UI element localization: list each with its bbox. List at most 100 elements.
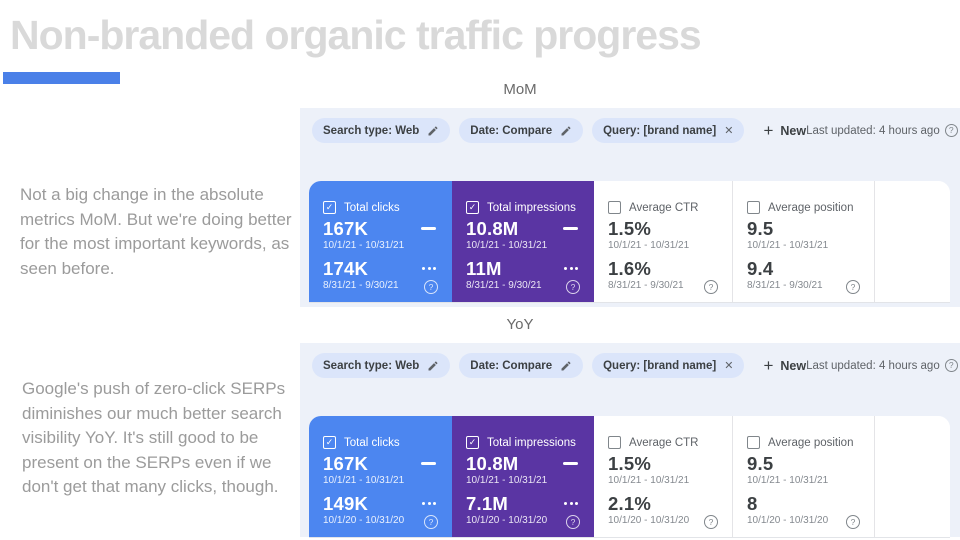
- current-range: 10/1/21 - 10/31/21: [466, 475, 548, 486]
- cards-filler: [875, 181, 950, 302]
- close-icon[interactable]: ✕: [724, 360, 734, 372]
- note-mom: Not a big change in the absolute metrics…: [20, 185, 292, 278]
- new-label: New: [780, 358, 807, 373]
- previous-range: 10/1/20 - 10/31/20: [466, 515, 548, 526]
- metric-card-total-clicks[interactable]: ✓ Total clicks 167K 10/1/21 - 10/31/21 1…: [309, 181, 452, 302]
- section-label-yoy: YoY: [506, 316, 534, 333]
- metric-card-average-ctr[interactable]: Average CTR 1.5% 10/1/21 - 10/31/21 1.6%…: [594, 181, 733, 302]
- previous-value: 2.1%: [608, 493, 651, 514]
- metric-card-average-position[interactable]: Average position 9.5 10/1/21 - 10/31/21 …: [733, 181, 875, 302]
- section-label-mom: MoM: [503, 81, 537, 98]
- filter-bar: Search type: Web Date: Compare Query: [b…: [312, 118, 958, 143]
- plus-icon: +: [763, 356, 774, 375]
- previous-range: 10/1/20 - 10/31/20: [323, 515, 405, 526]
- current-range: 10/1/21 - 10/31/21: [608, 475, 690, 486]
- filter-chip-query[interactable]: Query: [brand name] ✕: [592, 353, 745, 378]
- metric-card-average-position[interactable]: Average position 9.5 10/1/21 - 10/31/21 …: [733, 416, 875, 537]
- filter-chip-search-type[interactable]: Search type: Web: [312, 118, 451, 143]
- card-title: Average CTR: [629, 201, 699, 214]
- chip-label: Query: [brand name]: [603, 359, 717, 372]
- checkbox-unchecked-icon[interactable]: [747, 201, 760, 214]
- card-title: Average position: [768, 201, 854, 214]
- solid-line-legend-icon: [421, 462, 436, 465]
- help-icon[interactable]: ?: [846, 280, 860, 294]
- current-value: 167K: [323, 218, 369, 239]
- previous-range: 8/31/21 - 9/30/21: [747, 280, 823, 291]
- current-value: 1.5%: [608, 453, 651, 474]
- current-value: 10.8M: [466, 218, 519, 239]
- previous-range: 10/1/20 - 10/31/20: [608, 515, 690, 526]
- cards-filler: [875, 416, 950, 537]
- checkbox-unchecked-icon[interactable]: [608, 436, 621, 449]
- plus-icon: +: [763, 121, 774, 140]
- filter-chip-date[interactable]: Date: Compare: [459, 353, 584, 378]
- checkbox-unchecked-icon[interactable]: [747, 436, 760, 449]
- dotted-line-legend-icon: [564, 267, 578, 270]
- help-icon[interactable]: ?: [704, 515, 718, 529]
- filter-chip-date[interactable]: Date: Compare: [459, 118, 584, 143]
- filter-bar: Search type: Web Date: Compare Query: [b…: [312, 353, 958, 378]
- last-updated: Last updated: 4 hours ago ?: [806, 359, 958, 372]
- help-icon[interactable]: ?: [424, 515, 438, 529]
- new-filter-button[interactable]: + New: [763, 122, 806, 139]
- chip-label: Search type: Web: [323, 359, 420, 372]
- chip-label: Query: [brand name]: [603, 124, 717, 137]
- help-icon[interactable]: ?: [566, 515, 580, 529]
- help-icon[interactable]: ?: [846, 515, 860, 529]
- help-icon[interactable]: ?: [566, 280, 580, 294]
- solid-line-legend-icon: [421, 227, 436, 230]
- help-icon[interactable]: ?: [944, 359, 958, 372]
- checkbox-checked-icon[interactable]: ✓: [323, 201, 336, 214]
- previous-value: 149K: [323, 493, 369, 514]
- current-value: 9.5: [747, 218, 774, 239]
- card-title: Total impressions: [487, 201, 576, 214]
- checkbox-unchecked-icon[interactable]: [608, 201, 621, 214]
- current-range: 10/1/21 - 10/31/21: [323, 240, 405, 251]
- current-range: 10/1/21 - 10/31/21: [747, 475, 829, 486]
- chip-label: Date: Compare: [470, 359, 553, 372]
- previous-range: 8/31/21 - 9/30/21: [608, 280, 684, 291]
- last-updated: Last updated: 4 hours ago ?: [806, 124, 958, 137]
- previous-value: 174K: [323, 258, 369, 279]
- search-console-panel-yoy: Search type: Web Date: Compare Query: [b…: [300, 343, 960, 538]
- checkbox-checked-icon[interactable]: ✓: [323, 436, 336, 449]
- filter-chip-search-type[interactable]: Search type: Web: [312, 353, 451, 378]
- help-icon[interactable]: ?: [424, 280, 438, 294]
- previous-range: 8/31/21 - 9/30/21: [323, 280, 399, 291]
- pencil-icon: [427, 360, 439, 372]
- card-title: Total clicks: [344, 201, 400, 214]
- dotted-line-legend-icon: [422, 267, 436, 270]
- previous-range: 8/31/21 - 9/30/21: [466, 280, 542, 291]
- metric-card-total-impressions[interactable]: ✓ Total impressions 10.8M 10/1/21 - 10/3…: [452, 181, 594, 302]
- note-yoy: Google's push of zero-click SERPs dimini…: [22, 379, 286, 496]
- filter-chip-query[interactable]: Query: [brand name] ✕: [592, 118, 745, 143]
- previous-value: 7.1M: [466, 493, 508, 514]
- current-value: 9.5: [747, 453, 774, 474]
- page-title: Non-branded organic traffic progress: [10, 12, 702, 58]
- metric-card-average-ctr[interactable]: Average CTR 1.5% 10/1/21 - 10/31/21 2.1%…: [594, 416, 733, 537]
- card-title: Average position: [768, 436, 854, 449]
- last-updated-text: Last updated: 4 hours ago: [806, 359, 940, 372]
- previous-value: 1.6%: [608, 258, 651, 279]
- card-title: Total impressions: [487, 436, 576, 449]
- checkbox-checked-icon[interactable]: ✓: [466, 201, 479, 214]
- card-title: Total clicks: [344, 436, 400, 449]
- help-icon[interactable]: ?: [944, 124, 958, 137]
- metric-card-total-impressions[interactable]: ✓ Total impressions 10.8M 10/1/21 - 10/3…: [452, 416, 594, 537]
- previous-value: 11M: [466, 258, 502, 279]
- previous-range: 10/1/20 - 10/31/20: [747, 515, 829, 526]
- checkbox-checked-icon[interactable]: ✓: [466, 436, 479, 449]
- new-filter-button[interactable]: + New: [763, 357, 806, 374]
- metric-card-total-clicks[interactable]: ✓ Total clicks 167K 10/1/21 - 10/31/21 1…: [309, 416, 452, 537]
- current-range: 10/1/21 - 10/31/21: [466, 240, 548, 251]
- current-range: 10/1/21 - 10/31/21: [608, 240, 690, 251]
- current-range: 10/1/21 - 10/31/21: [323, 475, 405, 486]
- pencil-icon: [560, 360, 572, 372]
- metric-cards: ✓ Total clicks 167K 10/1/21 - 10/31/21 1…: [309, 416, 950, 538]
- previous-value: 8: [747, 493, 758, 514]
- chip-label: Search type: Web: [323, 124, 420, 137]
- dotted-line-legend-icon: [422, 502, 436, 505]
- current-value: 10.8M: [466, 453, 519, 474]
- help-icon[interactable]: ?: [704, 280, 718, 294]
- close-icon[interactable]: ✕: [724, 125, 734, 137]
